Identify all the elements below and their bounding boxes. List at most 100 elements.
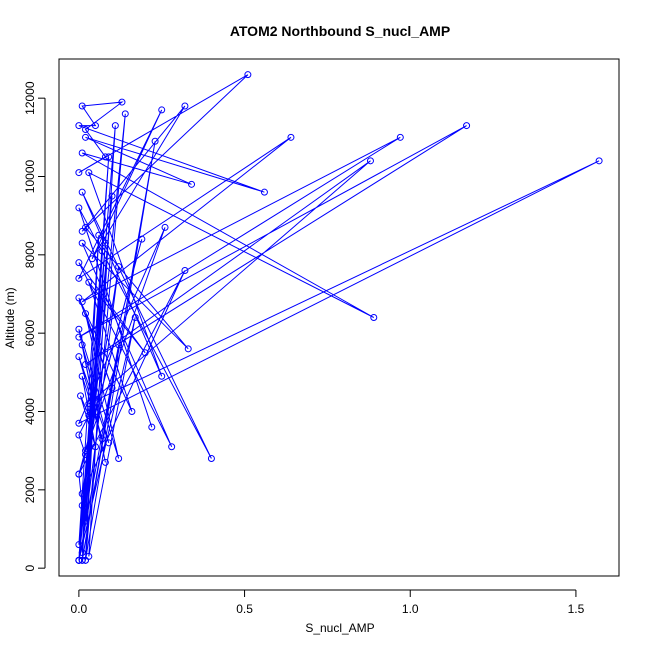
x-axis-label: S_nucl_AMP bbox=[305, 621, 374, 635]
data-point bbox=[148, 423, 156, 431]
data-point bbox=[181, 267, 189, 274]
data-point bbox=[75, 556, 83, 564]
x-axis: 0.0 0.5 1.0 1.5 bbox=[71, 589, 585, 616]
data-point bbox=[131, 314, 139, 321]
data-point bbox=[181, 102, 189, 110]
data-point bbox=[101, 153, 109, 161]
plot-frame bbox=[58, 58, 620, 577]
data-point bbox=[75, 325, 83, 333]
data-point bbox=[118, 98, 126, 106]
data-point bbox=[75, 204, 83, 212]
data-point bbox=[78, 372, 86, 380]
data-point bbox=[78, 149, 86, 157]
data-point bbox=[78, 341, 86, 349]
data-point bbox=[75, 419, 83, 427]
data-point bbox=[184, 345, 192, 353]
data-point bbox=[75, 274, 83, 282]
data-point bbox=[78, 490, 86, 498]
data-point bbox=[138, 235, 146, 243]
data-point bbox=[75, 353, 83, 361]
x-tick-label: 1.5 bbox=[568, 602, 585, 616]
y-tick-label: 4000 bbox=[23, 398, 37, 425]
data-point bbox=[85, 169, 93, 177]
y-tick-label: 8000 bbox=[23, 241, 37, 268]
data-point bbox=[108, 192, 116, 200]
x-tick-label: 0.0 bbox=[71, 602, 88, 616]
x-tick-label: 0.5 bbox=[236, 602, 253, 616]
data-point bbox=[75, 541, 83, 549]
data-point bbox=[88, 255, 96, 263]
data-point bbox=[111, 122, 119, 130]
data-point bbox=[95, 231, 103, 239]
data-point bbox=[82, 517, 90, 525]
data-point bbox=[82, 133, 90, 141]
data-point bbox=[244, 71, 252, 79]
data-point bbox=[105, 153, 113, 161]
data-point bbox=[115, 263, 123, 271]
data-point bbox=[75, 122, 83, 130]
data-point bbox=[78, 227, 86, 235]
data-point bbox=[75, 259, 83, 267]
data-point bbox=[128, 408, 136, 415]
data-point bbox=[78, 549, 86, 556]
data-point bbox=[82, 447, 90, 455]
data-point bbox=[101, 239, 109, 247]
data-point bbox=[158, 372, 166, 380]
data-point bbox=[82, 126, 90, 133]
data-point bbox=[78, 239, 86, 247]
series-layer bbox=[75, 71, 603, 564]
data-point bbox=[75, 470, 83, 478]
data-point bbox=[101, 458, 109, 466]
y-tick-label: 2000 bbox=[23, 476, 37, 503]
data-point bbox=[85, 278, 93, 286]
data-point bbox=[168, 443, 176, 451]
y-tick-label: 0 bbox=[23, 565, 37, 572]
data-point bbox=[396, 133, 404, 141]
series-line bbox=[77, 74, 600, 561]
data-point bbox=[88, 408, 96, 415]
data-point bbox=[91, 443, 99, 451]
data-point bbox=[75, 333, 83, 341]
data-point bbox=[85, 400, 93, 408]
data-point bbox=[115, 455, 123, 462]
data-point bbox=[82, 310, 90, 318]
data-point bbox=[82, 361, 90, 368]
data-point bbox=[82, 556, 90, 564]
y-axis-label: Altitude (m) bbox=[3, 287, 17, 348]
data-point bbox=[108, 384, 116, 392]
data-point bbox=[370, 314, 378, 321]
data-point bbox=[188, 180, 196, 188]
data-point bbox=[78, 502, 86, 509]
data-point bbox=[161, 223, 169, 231]
data-point bbox=[105, 439, 113, 447]
y-axis: 0 2000 4000 6000 8000 10000 12000 bbox=[23, 81, 46, 572]
data-point bbox=[158, 106, 166, 114]
data-point bbox=[82, 451, 90, 459]
data-point bbox=[78, 556, 86, 564]
data-point bbox=[78, 298, 86, 306]
data-point bbox=[98, 247, 106, 255]
data-point bbox=[141, 349, 149, 357]
data-point bbox=[75, 169, 83, 177]
x-tick-label: 1.0 bbox=[402, 602, 419, 616]
data-point bbox=[121, 110, 129, 118]
data-point bbox=[366, 157, 374, 165]
y-tick-label: 6000 bbox=[23, 319, 37, 346]
y-tick-label: 10000 bbox=[23, 159, 37, 193]
data-point bbox=[463, 122, 471, 130]
data-point bbox=[77, 392, 85, 400]
data-point bbox=[78, 188, 86, 196]
data-point bbox=[115, 341, 123, 349]
data-point bbox=[75, 431, 83, 439]
y-tick-label: 12000 bbox=[23, 81, 37, 115]
data-point bbox=[287, 133, 295, 141]
data-point bbox=[151, 137, 159, 145]
data-point bbox=[98, 435, 106, 443]
chart-title: ATOM2 Northbound S_nucl_AMP bbox=[230, 23, 450, 39]
data-point bbox=[207, 455, 215, 462]
data-point bbox=[91, 122, 99, 130]
data-point bbox=[260, 188, 268, 196]
